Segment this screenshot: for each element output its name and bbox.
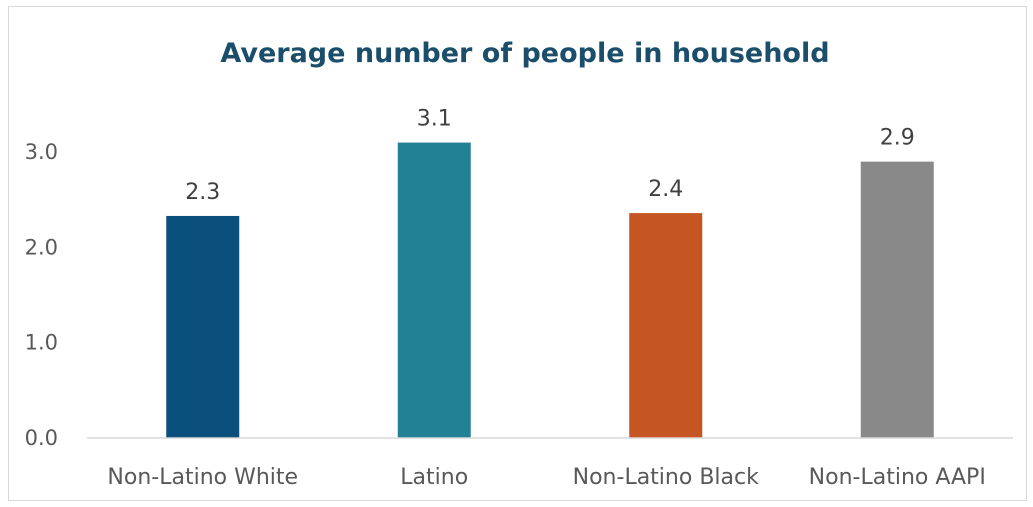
data-labels: 2.3 3.1 2.4 2.9 [185, 107, 915, 205]
y-tick-label: 0.0 [25, 426, 58, 450]
bar-non-latino-black [629, 213, 703, 438]
y-tick-label: 2.0 [25, 235, 58, 259]
y-tick-label: 1.0 [25, 331, 58, 355]
x-category-label: Non-Latino AAPI [809, 465, 986, 490]
bar-data-label: 2.4 [648, 177, 683, 202]
x-category-label: Latino [400, 465, 468, 490]
x-category-label: Non-Latino White [107, 465, 298, 490]
bar-data-label: 2.3 [185, 180, 220, 205]
y-axis-ticks: 0.0 1.0 2.0 3.0 [25, 140, 58, 450]
bar-non-latino-aapi [860, 161, 934, 438]
y-tick-label: 3.0 [25, 140, 58, 164]
bars-group [166, 142, 934, 438]
x-category-label: Non-Latino Black [573, 465, 759, 490]
bar-data-label: 2.9 [880, 126, 915, 151]
x-axis-categories: Non-Latino White Latino Non-Latino Black No… [107, 465, 985, 490]
bar-latino [397, 142, 471, 438]
bar-data-label: 3.1 [417, 107, 452, 132]
chart-title: Average number of people in household [220, 38, 829, 69]
bar-non-latino-white [166, 215, 240, 438]
